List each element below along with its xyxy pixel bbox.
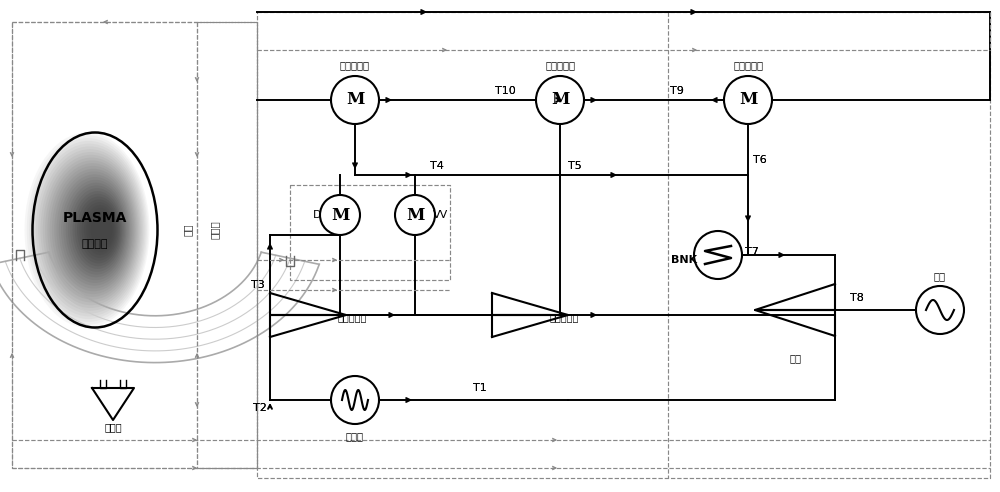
Text: T9: T9: [670, 86, 684, 96]
Circle shape: [331, 376, 379, 424]
Ellipse shape: [34, 144, 144, 316]
Text: T1: T1: [473, 383, 487, 393]
Text: T9: T9: [670, 86, 684, 96]
Text: M: M: [346, 92, 364, 109]
Ellipse shape: [68, 185, 125, 275]
Text: 等离子体: 等离子体: [82, 239, 108, 249]
Text: PLASMA: PLASMA: [63, 211, 127, 225]
Text: T6: T6: [753, 155, 767, 165]
Circle shape: [724, 76, 772, 124]
Circle shape: [320, 195, 360, 235]
Text: VV: VV: [433, 210, 449, 220]
Text: T2: T2: [253, 403, 267, 413]
Ellipse shape: [36, 147, 143, 313]
Ellipse shape: [40, 152, 140, 308]
Circle shape: [536, 76, 584, 124]
Text: T10: T10: [495, 86, 516, 96]
Text: 真空室: 真空室: [210, 220, 220, 240]
Text: M: M: [739, 92, 757, 109]
Ellipse shape: [47, 160, 137, 300]
Text: BNK: BNK: [671, 255, 697, 265]
Ellipse shape: [66, 183, 126, 277]
Ellipse shape: [24, 132, 150, 328]
Text: T4: T4: [430, 161, 444, 171]
Text: M: M: [551, 92, 569, 109]
Ellipse shape: [50, 163, 135, 297]
Text: T7: T7: [745, 247, 759, 257]
Ellipse shape: [54, 169, 133, 291]
Ellipse shape: [59, 174, 130, 286]
Text: T1: T1: [473, 383, 487, 393]
Ellipse shape: [77, 197, 120, 263]
Ellipse shape: [45, 157, 138, 303]
Ellipse shape: [31, 141, 146, 319]
Ellipse shape: [79, 199, 119, 261]
Ellipse shape: [86, 208, 115, 252]
Text: 电网: 电网: [934, 271, 946, 281]
Text: T7: T7: [745, 247, 759, 257]
Text: 中温压缩机: 中温压缩机: [550, 312, 579, 322]
Ellipse shape: [52, 166, 134, 294]
Text: T6: T6: [753, 155, 767, 165]
Ellipse shape: [63, 180, 128, 280]
Text: 包层: 包层: [183, 224, 193, 236]
Ellipse shape: [91, 214, 112, 246]
Text: 冷却器: 冷却器: [346, 431, 364, 441]
Text: T5: T5: [568, 161, 582, 171]
Text: T8: T8: [850, 293, 864, 303]
Ellipse shape: [82, 202, 117, 258]
Text: T5: T5: [568, 161, 582, 171]
Ellipse shape: [29, 138, 147, 322]
Text: T8: T8: [850, 293, 864, 303]
Text: 常温压缩机: 常温压缩机: [338, 312, 367, 322]
Text: 中温回热器: 中温回热器: [545, 60, 575, 70]
Ellipse shape: [56, 172, 132, 288]
Text: T4: T4: [430, 161, 444, 171]
Ellipse shape: [38, 149, 142, 311]
Circle shape: [331, 76, 379, 124]
Text: D: D: [313, 210, 321, 220]
Text: T2: T2: [253, 403, 267, 413]
Ellipse shape: [32, 132, 158, 328]
Text: M: M: [406, 207, 424, 223]
Text: 低温回热器: 低温回热器: [340, 60, 370, 70]
Text: M: M: [331, 207, 349, 223]
Text: T10: T10: [495, 86, 516, 96]
Ellipse shape: [70, 188, 124, 272]
Text: 透平: 透平: [789, 353, 801, 363]
Ellipse shape: [72, 191, 122, 269]
Circle shape: [694, 231, 742, 279]
Ellipse shape: [43, 155, 139, 305]
Circle shape: [916, 286, 964, 334]
Text: 高温回热器: 高温回热器: [733, 60, 763, 70]
Ellipse shape: [84, 205, 116, 255]
Text: 偏滤器: 偏滤器: [104, 422, 122, 432]
Ellipse shape: [75, 194, 121, 266]
Ellipse shape: [27, 135, 148, 325]
Text: T3: T3: [251, 280, 265, 290]
Ellipse shape: [88, 211, 114, 249]
Circle shape: [395, 195, 435, 235]
Text: T3: T3: [251, 280, 265, 290]
Ellipse shape: [61, 177, 129, 283]
